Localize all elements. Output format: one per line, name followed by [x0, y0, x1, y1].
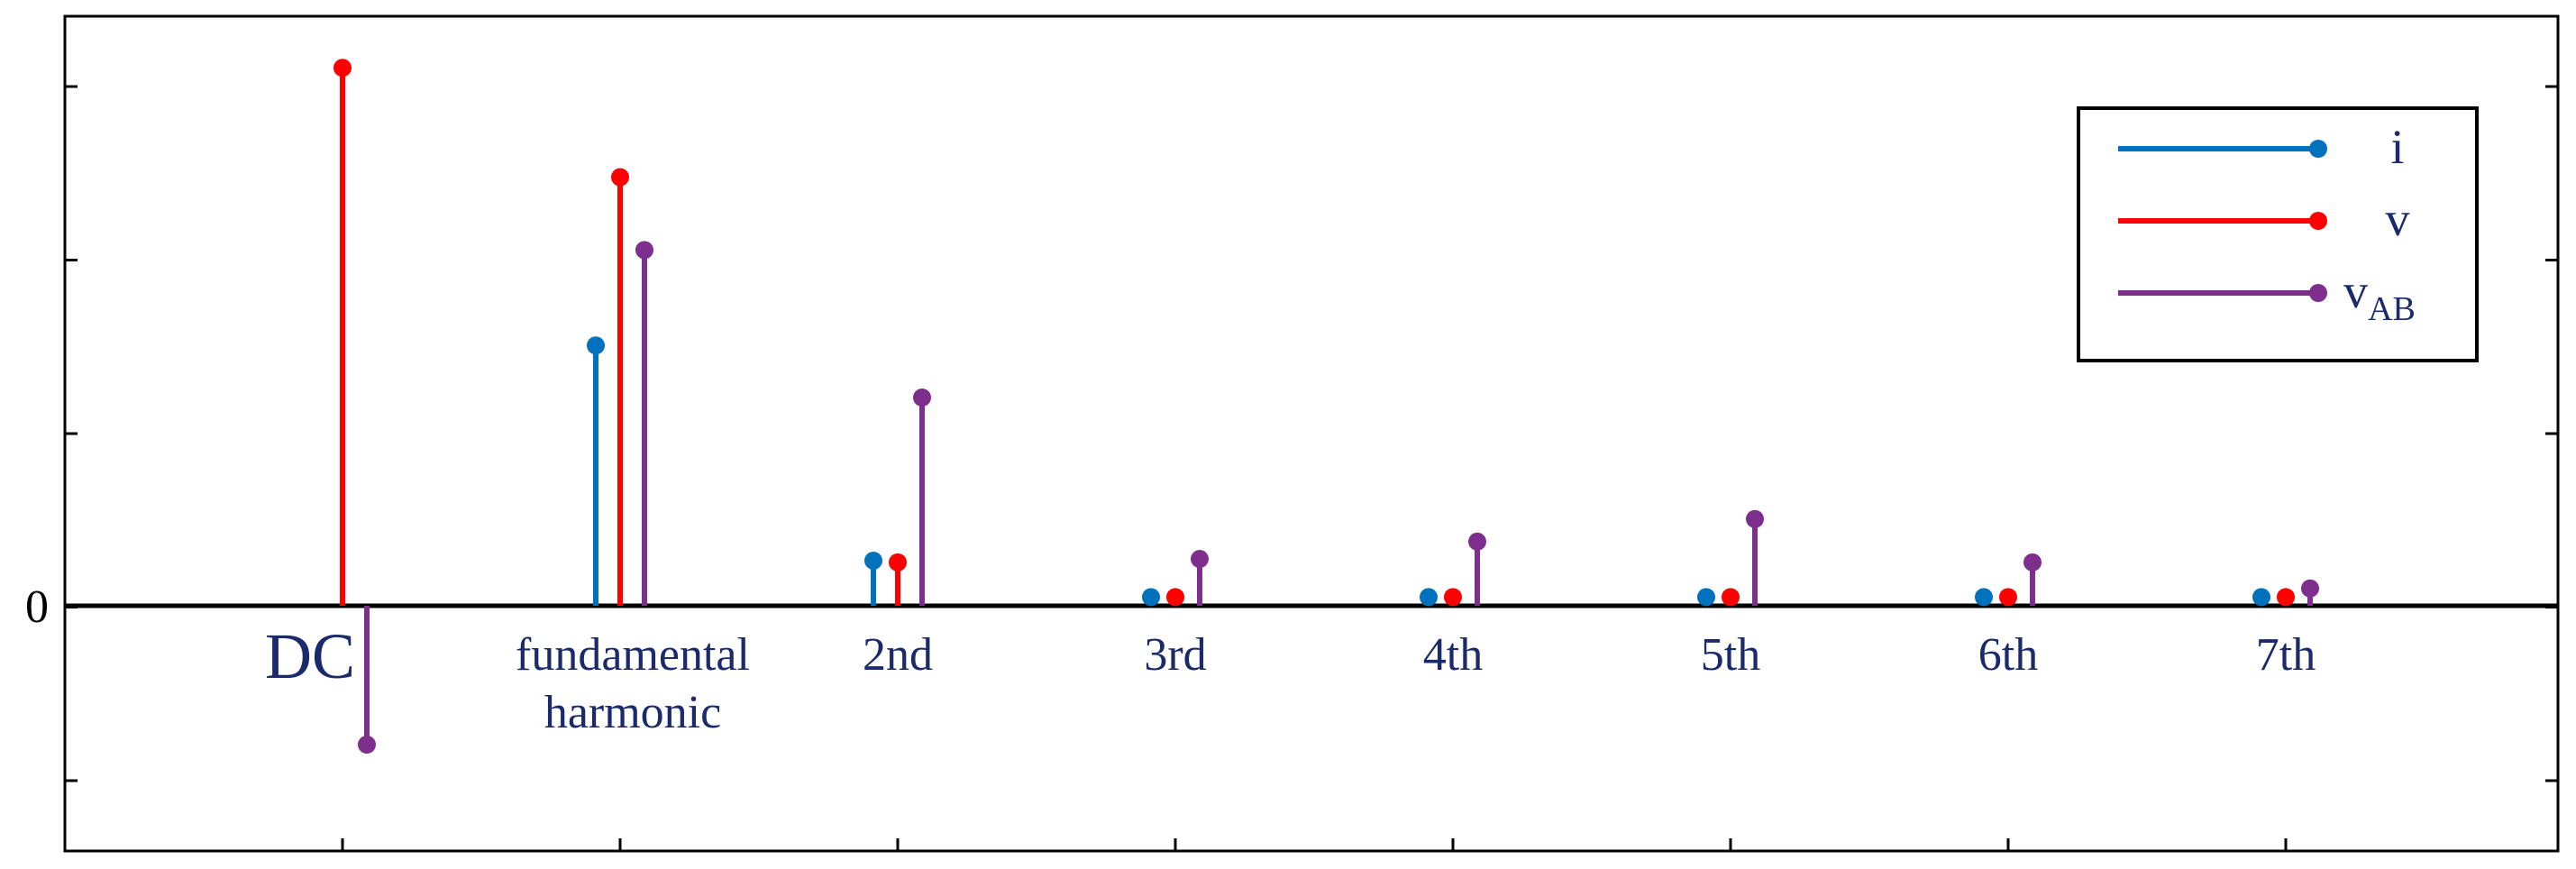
category-label: 4th: [1423, 629, 1483, 681]
stem-marker: [2277, 588, 2295, 607]
stem-marker: [1746, 509, 1764, 528]
y-zero-label: 0: [25, 581, 49, 633]
category-label: 2nd: [863, 629, 933, 681]
stem-marker: [913, 389, 931, 407]
stem-marker: [1444, 588, 1462, 607]
category-label: 6th: [1978, 629, 2038, 681]
axes: 0: [25, 14, 2560, 853]
stem-marker: [635, 241, 653, 260]
category-labels: DC fundamental harmonic 2nd 3rd 4th 5th 6th 7th: [265, 620, 2316, 738]
legend-swatch-marker: [2309, 212, 2327, 230]
stem-marker: [1722, 588, 1740, 607]
legend-label: vAB: [2343, 264, 2416, 328]
stem-marker: [864, 551, 882, 570]
stem-marker: [1166, 588, 1184, 607]
legend-label: v: [2386, 192, 2410, 246]
stem-marker: [1999, 588, 2017, 607]
legend-swatch-marker: [2309, 284, 2327, 302]
legend-items: iv vAB: [2118, 120, 2416, 328]
category-label: 5th: [1701, 629, 1760, 681]
stem-marker: [1420, 588, 1438, 607]
stem-marker: [1191, 550, 1209, 569]
category-label: fundamental harmonic: [516, 629, 750, 738]
category-label: DC: [265, 620, 355, 692]
category-label: 3rd: [1144, 629, 1206, 681]
stem-marker: [1697, 588, 1715, 607]
stem-marker: [2252, 588, 2270, 607]
legend-label: i: [2390, 120, 2404, 174]
stem-marker: [1975, 588, 1993, 607]
stem-marker: [2023, 553, 2042, 572]
category-label: 7th: [2256, 629, 2316, 681]
stem-marker: [1468, 532, 1486, 551]
stem-series: [333, 59, 2319, 754]
legend-swatch-marker: [2309, 140, 2327, 158]
stem-marker: [358, 736, 376, 754]
stem-marker: [1142, 588, 1160, 607]
stem-marker: [611, 168, 629, 187]
stem-marker: [587, 336, 605, 355]
stem-marker: [333, 59, 352, 78]
stem-marker: [889, 553, 907, 572]
legend: iv vAB: [2077, 106, 2479, 362]
stem-marker: [2301, 579, 2319, 598]
